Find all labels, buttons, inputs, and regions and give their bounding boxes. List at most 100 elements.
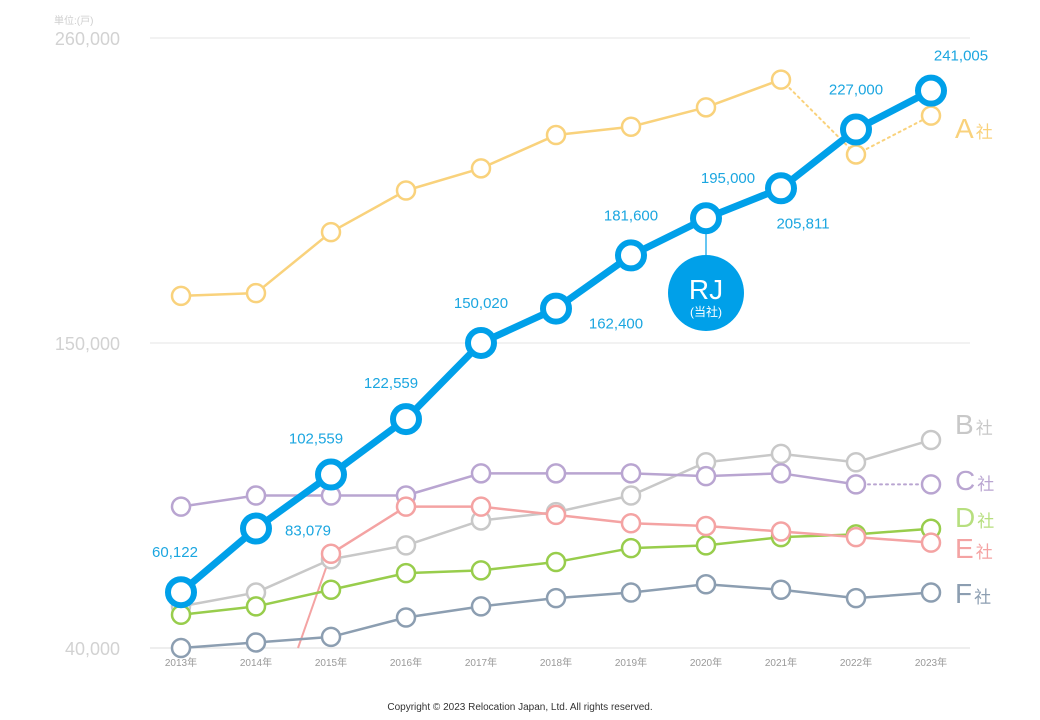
x-tick-label: 2016年: [390, 656, 422, 669]
series-line-segment: [479, 560, 558, 572]
data-point-marker: [245, 485, 267, 506]
data-label: 241,005: [934, 48, 988, 65]
series-line-segment: [704, 78, 783, 109]
data-point-marker: [770, 463, 792, 484]
data-point-marker: [395, 562, 417, 584]
data-point-marker: [690, 202, 722, 235]
x-tick-label: 2020年: [690, 656, 722, 669]
data-point-marker: [320, 221, 342, 243]
data-label: 102,559: [289, 431, 343, 448]
data-point-marker: [545, 124, 567, 146]
data-point-marker: [845, 526, 867, 548]
series-line-segment: [629, 472, 708, 478]
data-point-marker: [545, 504, 567, 526]
x-tick-label: 2014年: [240, 656, 272, 669]
data-point-marker: [470, 496, 492, 517]
series-line-segment: [329, 189, 408, 234]
series-line-segment: [629, 106, 708, 128]
y-tick-label: 260,000: [55, 29, 120, 49]
copyright-text: Copyright © 2023 Relocation Japan, Ltd. …: [387, 702, 653, 713]
data-point-marker: [770, 443, 792, 465]
data-point-marker: [320, 543, 342, 564]
series-line-segment: [629, 460, 708, 497]
data-point-marker: [845, 144, 867, 165]
series-line-segment: [404, 605, 483, 619]
series-line-segment: [854, 527, 933, 536]
data-point-marker: [845, 587, 867, 609]
y-tick-label: 150,000: [55, 334, 120, 354]
data-point-marker: [695, 535, 717, 556]
x-tick-label: 2019年: [615, 656, 647, 669]
data-point-marker: [465, 326, 497, 359]
series-line-segment: [404, 519, 483, 547]
series-line-segment: [704, 524, 783, 533]
rj-badge-subtitle: (当社): [690, 304, 722, 319]
series-line-segment: [479, 505, 558, 517]
series-line-segment: [629, 582, 708, 594]
data-point-marker: [620, 537, 642, 559]
data-point-marker: [395, 496, 417, 517]
unit-label: 単位:(戸): [54, 16, 94, 27]
rj-badge: [668, 255, 744, 331]
data-point-marker: [165, 576, 197, 609]
series-line-segment: [554, 125, 633, 137]
data-point-marker: [620, 582, 642, 603]
series-line-segment: [554, 513, 633, 525]
data-point-marker: [545, 463, 567, 484]
data-point-marker: [390, 403, 422, 436]
data-point-marker: [470, 560, 492, 581]
data-point-marker: [845, 474, 867, 495]
data-point-marker: [245, 596, 267, 617]
series-line-segment: [404, 569, 483, 575]
rj-badge-title: RJ: [689, 274, 723, 305]
data-point-marker: [170, 285, 192, 307]
data-point-marker: [620, 512, 642, 534]
data-point-marker: [240, 512, 272, 545]
series-line-segment: [179, 494, 258, 508]
data-point-marker: [395, 607, 417, 628]
series-line-segment: [704, 535, 783, 547]
series-line-segment: [297, 553, 332, 649]
data-point-marker: [545, 587, 567, 609]
data-point-marker: [620, 116, 642, 137]
data-point-marker: [695, 97, 717, 118]
data-label: 181,600: [604, 207, 658, 224]
series-line-segment: [329, 544, 408, 561]
data-point-marker: [920, 474, 942, 495]
data-point-marker: [320, 579, 342, 601]
series-line-segment: [629, 544, 708, 550]
data-point-marker: [470, 596, 492, 617]
series-line-segment: [329, 571, 408, 592]
data-label: 227,000: [829, 82, 883, 99]
data-point-marker: [915, 74, 947, 107]
series-line-segment: [179, 641, 258, 650]
x-tick-label: 2021年: [765, 656, 797, 669]
series-line-segment: [855, 114, 932, 156]
series-line-segment: [554, 591, 633, 600]
data-point-marker: [540, 292, 572, 325]
data-point-marker: [695, 515, 717, 537]
series-line-segment: [179, 591, 258, 608]
series-line-segment: [402, 339, 485, 423]
series-line-segment: [779, 530, 858, 539]
series-line-segment: [779, 588, 858, 600]
data-label: 122,559: [364, 375, 418, 392]
data-point-marker: [765, 172, 797, 205]
series-line-segment: [177, 525, 260, 596]
series-line-segment: [254, 635, 333, 644]
data-point-marker: [770, 69, 792, 90]
data-point-marker: [920, 105, 942, 126]
series-line-segment: [629, 521, 708, 528]
x-tick-label: 2017年: [465, 656, 497, 669]
x-tick-label: 2013年: [165, 656, 197, 669]
data-label: 150,020: [454, 295, 508, 312]
data-point-marker: [920, 429, 942, 451]
x-tick-label: 2022年: [840, 656, 872, 669]
data-point-marker: [395, 535, 417, 556]
data-point-marker: [845, 451, 867, 473]
data-point-marker: [470, 158, 492, 179]
